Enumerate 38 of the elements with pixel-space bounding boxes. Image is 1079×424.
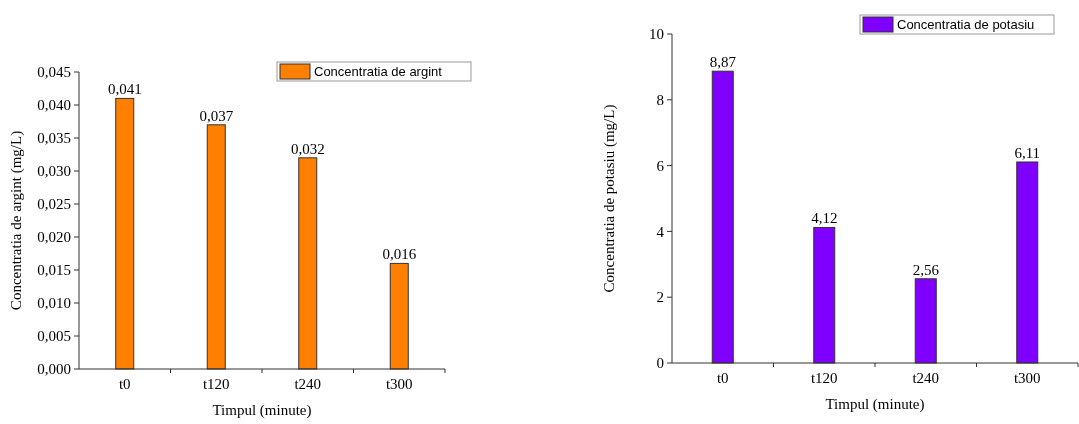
x-tick-label: t300	[1013, 370, 1041, 386]
y-tick-label: 0,015	[37, 262, 71, 279]
data-label: 6,11	[1014, 144, 1041, 161]
data-label: 0,016	[382, 246, 417, 263]
y-tick-label: 0,040	[37, 97, 71, 114]
x-tick-label: t120	[810, 370, 838, 386]
y-tick-label: 2	[656, 289, 664, 306]
x-tick-label: t240	[912, 370, 940, 386]
y-tick-label: 0,010	[37, 295, 71, 312]
x-axis-title: Timpul (minute)	[212, 402, 312, 419]
data-label: 4,12	[811, 210, 838, 227]
data-label: 0,037	[199, 107, 234, 124]
y-axis-title: Concentratia de potasiu (mg/L)	[601, 104, 618, 293]
y-tick-label: 10	[649, 26, 664, 43]
legend-label: Concentratia de argint	[314, 64, 443, 79]
y-tick-label: 0,025	[37, 196, 71, 213]
x-axis-title: Timpul (minute)	[825, 396, 925, 413]
y-tick-label: 6	[656, 157, 665, 174]
data-label: 8,87	[709, 54, 737, 71]
y-tick-label: 0,045	[37, 64, 71, 81]
y-tick-label: 4	[656, 223, 665, 240]
x-tick-label: t240	[294, 376, 322, 392]
x-tick-label: t0	[118, 376, 131, 392]
x-tick-label: t120	[202, 376, 230, 392]
data-label: 2,56	[912, 261, 940, 278]
data-label: 0,032	[290, 140, 325, 157]
y-tick-label: 0,000	[37, 361, 71, 378]
y-axis-title: Concentratia de argint (mg/L)	[8, 130, 25, 311]
y-tick-label: 0,020	[37, 229, 71, 246]
x-tick-label: t0	[716, 370, 729, 386]
data-label: 0,041	[107, 81, 142, 98]
y-tick-label: 0,005	[37, 328, 71, 345]
legend-label: Concentratia de potasiu	[897, 17, 1035, 32]
y-tick-label: 0,030	[37, 163, 71, 180]
x-tick-label: t300	[385, 376, 413, 392]
y-tick-label: 8	[656, 92, 664, 109]
y-tick-label: 0,035	[37, 130, 71, 147]
y-tick-label: 0	[656, 355, 664, 372]
